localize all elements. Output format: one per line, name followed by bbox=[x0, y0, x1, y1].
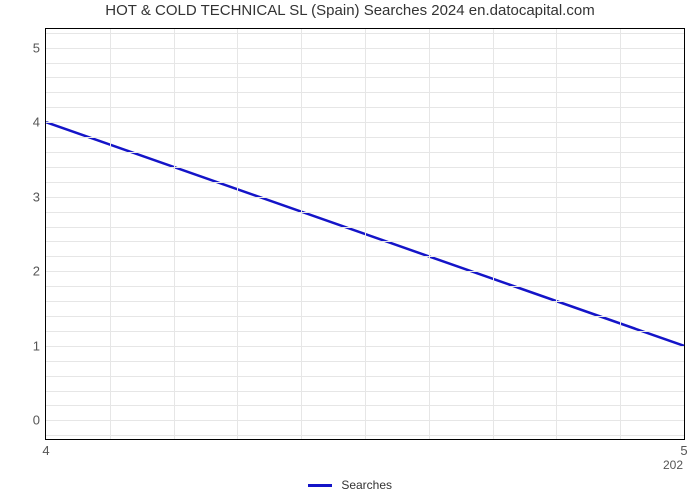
x-axis-corner-note: 202 bbox=[663, 458, 683, 472]
grid-horizontal bbox=[46, 435, 684, 436]
grid-horizontal bbox=[46, 316, 684, 317]
grid-horizontal bbox=[46, 212, 684, 213]
grid-horizontal bbox=[46, 286, 684, 287]
grid-horizontal bbox=[46, 167, 684, 168]
y-tick-label: 0 bbox=[33, 413, 46, 428]
grid-vertical bbox=[429, 29, 430, 439]
chart-container: HOT & COLD TECHNICAL SL (Spain) Searches… bbox=[0, 0, 700, 500]
grid-horizontal bbox=[46, 301, 684, 302]
grid-horizontal bbox=[46, 48, 684, 49]
legend-label: Searches bbox=[341, 478, 392, 492]
grid-horizontal bbox=[46, 77, 684, 78]
legend-swatch bbox=[308, 484, 332, 487]
grid-vertical bbox=[237, 29, 238, 439]
grid-horizontal bbox=[46, 92, 684, 93]
x-tick-label: 4 bbox=[42, 439, 49, 458]
grid-horizontal bbox=[46, 107, 684, 108]
grid-horizontal bbox=[46, 331, 684, 332]
grid-horizontal bbox=[46, 405, 684, 406]
grid-horizontal bbox=[46, 122, 684, 123]
plot-area: 01234545 bbox=[45, 28, 685, 440]
y-tick-label: 3 bbox=[33, 189, 46, 204]
grid-vertical bbox=[556, 29, 557, 439]
grid-horizontal bbox=[46, 271, 684, 272]
grid-horizontal bbox=[46, 391, 684, 392]
grid-horizontal bbox=[46, 346, 684, 347]
legend: Searches bbox=[0, 478, 700, 492]
grid-vertical bbox=[110, 29, 111, 439]
grid-vertical bbox=[493, 29, 494, 439]
grid-horizontal bbox=[46, 241, 684, 242]
x-tick-label: 5 bbox=[680, 439, 687, 458]
chart-title: HOT & COLD TECHNICAL SL (Spain) Searches… bbox=[0, 2, 700, 19]
grid-horizontal bbox=[46, 361, 684, 362]
grid-horizontal bbox=[46, 227, 684, 228]
grid-horizontal bbox=[46, 420, 684, 421]
y-tick-label: 4 bbox=[33, 115, 46, 130]
y-tick-label: 2 bbox=[33, 264, 46, 279]
grid-horizontal bbox=[46, 197, 684, 198]
y-tick-label: 1 bbox=[33, 338, 46, 353]
grid-vertical bbox=[620, 29, 621, 439]
grid-vertical bbox=[301, 29, 302, 439]
grid-horizontal bbox=[46, 137, 684, 138]
grid-horizontal bbox=[46, 182, 684, 183]
grid-horizontal bbox=[46, 33, 684, 34]
grid-horizontal bbox=[46, 256, 684, 257]
grid-horizontal bbox=[46, 152, 684, 153]
grid-horizontal bbox=[46, 63, 684, 64]
grid-vertical bbox=[365, 29, 366, 439]
y-tick-label: 5 bbox=[33, 40, 46, 55]
grid-vertical bbox=[174, 29, 175, 439]
grid-horizontal bbox=[46, 376, 684, 377]
